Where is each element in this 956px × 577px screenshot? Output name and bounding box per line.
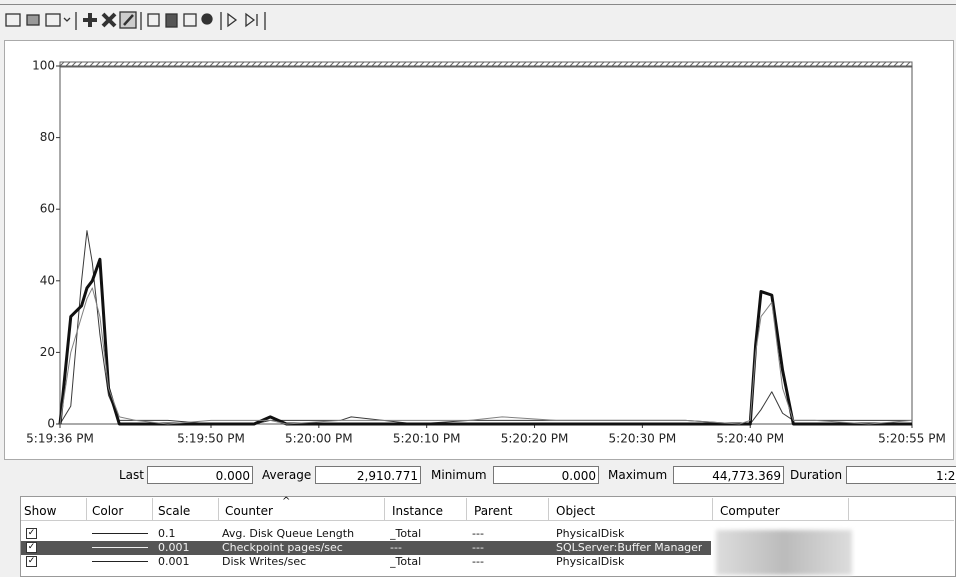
header-underline bbox=[21, 520, 954, 521]
column-header[interactable]: Show bbox=[24, 504, 57, 518]
series-line bbox=[59, 230, 912, 425]
cell-counter: Disk Writes/sec bbox=[222, 555, 307, 568]
y-tick-label: 100 bbox=[32, 59, 55, 73]
cell-instance: _Total bbox=[390, 527, 422, 540]
x-tick-label: 5:20:55 PM bbox=[878, 432, 946, 446]
color-sample bbox=[92, 533, 148, 534]
cell-parent: --- bbox=[472, 541, 484, 554]
delete-button[interactable] bbox=[101, 12, 117, 28]
view-graph-button[interactable] bbox=[5, 13, 21, 27]
maximum-label: Maximum bbox=[608, 468, 668, 482]
column-divider bbox=[152, 498, 153, 520]
column-header[interactable]: Scale bbox=[158, 504, 191, 518]
hatch-band bbox=[59, 61, 913, 68]
color-sample bbox=[92, 547, 148, 548]
cell-scale: 0.001 bbox=[158, 541, 190, 554]
cell-instance: _Total bbox=[390, 555, 422, 568]
color-sample bbox=[92, 561, 148, 562]
series-line bbox=[59, 287, 913, 425]
column-header[interactable]: Parent bbox=[474, 504, 513, 518]
add-button[interactable] bbox=[83, 13, 97, 27]
column-divider bbox=[86, 498, 87, 520]
last-value: 0.000 bbox=[147, 466, 253, 484]
cell-object: SQLServer:Buffer Manager bbox=[556, 541, 703, 554]
minimum-value: 0.000 bbox=[493, 466, 599, 484]
properties-button[interactable] bbox=[183, 13, 197, 27]
column-header[interactable]: Counter bbox=[225, 504, 273, 518]
chart: 0 20 40 60 80 100 5:19:36 PM 5:19:50 PM 5:20:00 … bbox=[26, 59, 946, 446]
x-tick-label: 5:19:50 PM bbox=[177, 432, 245, 446]
column-header[interactable]: Object bbox=[556, 504, 596, 518]
copy-button[interactable] bbox=[147, 13, 160, 27]
y-tick-label: 40 bbox=[40, 273, 55, 287]
computer-blur bbox=[716, 530, 852, 575]
y-tick-label: 0 bbox=[47, 417, 55, 431]
x-tick-label: 5:20:00 PM bbox=[285, 432, 353, 446]
column-header[interactable]: Color bbox=[92, 504, 124, 518]
graph-pane bbox=[4, 40, 954, 460]
column-divider bbox=[466, 498, 467, 520]
average-label: Average bbox=[262, 468, 312, 482]
show-checkbox[interactable]: ✓ bbox=[26, 542, 37, 553]
update-button[interactable] bbox=[245, 12, 258, 28]
maximum-value: 44,773.369 bbox=[673, 466, 784, 484]
cell-counter: Avg. Disk Queue Length bbox=[222, 527, 355, 540]
column-divider bbox=[712, 498, 713, 520]
y-tick-label: 20 bbox=[40, 345, 55, 359]
cell-object: PhysicalDisk bbox=[556, 555, 625, 568]
cell-scale: 0.1 bbox=[158, 527, 176, 540]
sort-caret: ^ bbox=[282, 496, 291, 507]
x-tick-label: 5:20:40 PM bbox=[716, 432, 784, 446]
view-report-button[interactable] bbox=[45, 13, 61, 27]
average-value: 2,910.771 bbox=[315, 466, 421, 484]
column-divider bbox=[848, 498, 849, 520]
unfreeze-button[interactable] bbox=[227, 12, 238, 28]
column-divider bbox=[384, 498, 385, 520]
y-tick-label: 80 bbox=[40, 130, 55, 144]
cell-instance: --- bbox=[390, 541, 402, 554]
column-divider bbox=[218, 498, 219, 520]
cell-parent: --- bbox=[472, 555, 484, 568]
dropdown-arrow[interactable] bbox=[63, 17, 71, 22]
highlight-pen bbox=[123, 14, 134, 26]
cell-object: PhysicalDisk bbox=[556, 527, 625, 540]
x-tick-label: 5:20:10 PM bbox=[393, 432, 461, 446]
show-checkbox[interactable]: ✓ bbox=[26, 528, 37, 539]
view-histogram-button[interactable] bbox=[26, 14, 40, 26]
series-line bbox=[58, 257, 912, 426]
duration-label: Duration bbox=[790, 468, 843, 482]
cell-scale: 0.001 bbox=[158, 555, 190, 568]
cell-parent: --- bbox=[472, 527, 484, 540]
y-tick-label: 60 bbox=[40, 202, 55, 216]
x-tick-label: 5:19:36 PM bbox=[26, 432, 94, 446]
zoom-button[interactable] bbox=[201, 13, 213, 25]
x-tick-label: 5:20:30 PM bbox=[609, 432, 677, 446]
minimum-label: Minimum bbox=[431, 468, 487, 482]
last-label: Last bbox=[119, 468, 144, 482]
column-divider bbox=[548, 498, 549, 520]
column-header[interactable]: Computer bbox=[720, 504, 780, 518]
column-header[interactable]: Instance bbox=[392, 504, 444, 518]
cell-counter: Checkpoint pages/sec bbox=[222, 541, 343, 554]
show-checkbox[interactable]: ✓ bbox=[26, 556, 37, 567]
top-border bbox=[0, 4, 956, 5]
plot-frame bbox=[59, 65, 913, 425]
x-tick-label: 5:20:20 PM bbox=[501, 432, 569, 446]
selected-row bbox=[21, 541, 711, 555]
paste-button[interactable] bbox=[165, 13, 178, 28]
duration-value: 1:20 bbox=[846, 466, 956, 484]
toolbar bbox=[5, 11, 266, 30]
